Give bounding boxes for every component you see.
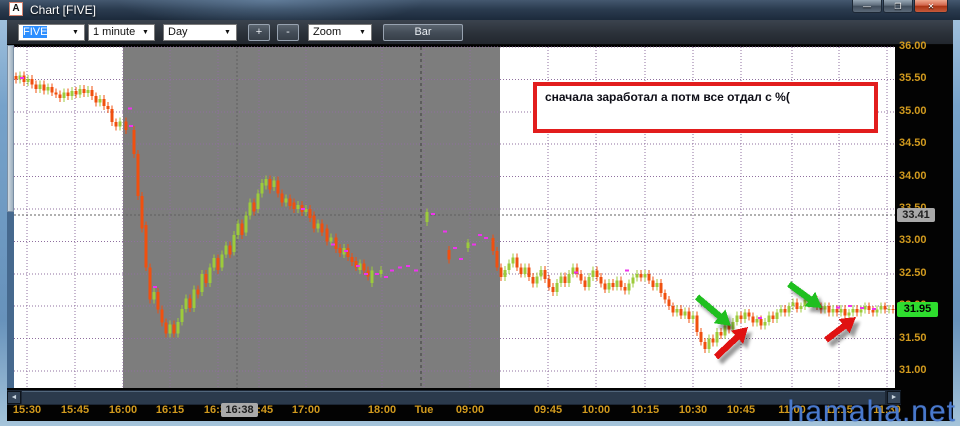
time-axis-label: 16:15	[155, 404, 185, 416]
maximize-button[interactable]: ❐	[883, 0, 913, 13]
chevron-down-icon[interactable]: ▼	[224, 29, 231, 36]
price-axis-label: 31.50	[899, 331, 927, 344]
price-axis-label: 32.50	[899, 266, 927, 279]
period-combo[interactable]: Day ▼	[163, 24, 237, 41]
price-axis: 31.0031.5032.0032.5033.0033.5034.0034.50…	[895, 40, 953, 421]
price-axis-label: 35.00	[899, 104, 927, 117]
vertical-scrollbar-thumb[interactable]	[7, 45, 14, 212]
time-axis: 11:30 11:15 11:00 10:45 10:30 10:15 10:00 09:45…	[7, 401, 953, 421]
minimize-button[interactable]: —	[852, 0, 882, 13]
scroll-left-button[interactable]: ◄	[7, 391, 21, 404]
price-axis-label: 33.00	[899, 234, 927, 247]
time-axis-label: 10:45	[726, 404, 756, 416]
annotation-text: сначала заработал а потм все отдал с %(	[545, 90, 790, 104]
time-axis-label: 11:00	[778, 404, 806, 416]
app-icon: A	[9, 2, 23, 16]
horizontal-scrollbar[interactable]: ◄ ►	[7, 390, 901, 405]
mode-combo-value: Zoom	[313, 26, 342, 38]
chevron-down-icon[interactable]: ▼	[142, 29, 149, 36]
time-axis-label: 18:00	[367, 404, 397, 416]
tick-marks	[20, 77, 876, 319]
crosshair-price-badge: 33.41	[897, 208, 935, 222]
red-arrow-annotation	[713, 327, 748, 360]
time-axis-label: 09:45	[533, 404, 563, 416]
price-axis-label: 34.50	[899, 137, 927, 150]
scroll-right-button[interactable]: ►	[887, 391, 901, 404]
time-axis-label: 10:15	[630, 404, 660, 416]
watermark: hamaha.net	[787, 395, 956, 426]
green-arrow-annotation	[787, 281, 822, 308]
zoom-in-button[interactable]: +	[248, 24, 270, 41]
period-combo-value: Day	[168, 26, 188, 38]
horizontal-scrollbar-thumb[interactable]	[22, 391, 885, 404]
mode-combo[interactable]: Zoom ▼	[308, 24, 372, 41]
price-axis-label: 36.00	[899, 40, 927, 52]
time-axis-label: 15:30	[12, 404, 42, 416]
close-button[interactable]: ✕	[914, 0, 948, 13]
interval-combo[interactable]: 1 minute ▼	[88, 24, 155, 41]
time-axis-label: 15:45	[60, 404, 90, 416]
price-axis-label: 34.00	[899, 169, 927, 182]
green-arrow-annotation	[694, 294, 731, 326]
time-axis-label: 10:30	[678, 404, 708, 416]
symbol-combo-value: FIVE	[23, 26, 48, 38]
time-axis-label: 16:00	[108, 404, 138, 416]
red-arrow-annotation	[824, 317, 856, 343]
chevron-down-icon[interactable]: ▼	[72, 29, 79, 36]
symbol-combo[interactable]: FIVE ▼	[18, 24, 85, 41]
price-axis-label: 35.50	[899, 72, 927, 85]
zoom-out-button[interactable]: -	[277, 24, 299, 41]
annotation-box[interactable]: сначала заработал а потм все отдал с %(	[533, 82, 878, 133]
last-price-badge: 31.95	[897, 302, 938, 317]
after-hours-shading	[123, 47, 500, 390]
toolbar: FIVE ▼ 1 minute ▼ Day ▼ + - Zoom ▼ Bar	[7, 20, 953, 45]
price-axis-label: 31.00	[899, 364, 927, 376]
time-axis-label: 10:00	[581, 404, 611, 416]
chart-type-button[interactable]: Bar	[383, 24, 463, 41]
window-controls: — ❐ ✕	[852, 0, 948, 13]
chevron-down-icon[interactable]: ▼	[359, 29, 366, 36]
time-axis-label: 11:30	[873, 404, 901, 416]
title-bar[interactable]: A Chart [FIVE] — ❐ ✕	[0, 0, 960, 20]
time-axis-label: Tue	[414, 404, 434, 416]
time-axis-label: 11:15	[825, 404, 853, 416]
time-axis-label: 17:00	[291, 404, 321, 416]
window-title: Chart [FIVE]	[30, 3, 97, 17]
vertical-scrollbar[interactable]	[7, 45, 14, 390]
crosshair-time-badge: 16:38	[221, 403, 258, 417]
candlestick-series	[14, 71, 895, 353]
interval-combo-value: 1 minute	[93, 26, 136, 38]
time-axis-label: 09:00	[455, 404, 485, 416]
